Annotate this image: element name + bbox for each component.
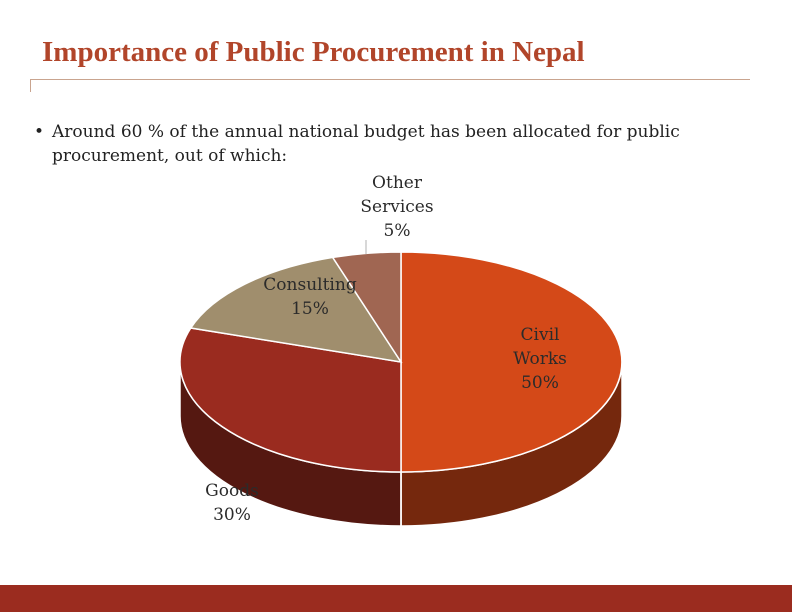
slice-civil-works [400, 251, 623, 473]
footer-bar [0, 585, 792, 612]
slide-title: Importance of Public Procurement in Nepa… [42, 36, 585, 68]
slice-consulting [189, 256, 403, 364]
data-label-civil-works: Civil Works 50% [513, 325, 567, 393]
title-rule-tick [30, 80, 31, 92]
bullet-point: • Around 60 % of the annual national budg… [34, 120, 734, 168]
value-label-civil-works: 50% [521, 373, 559, 393]
label-text-other-services: Services [360, 197, 433, 217]
data-label-other-services: Other Services 5% [360, 173, 433, 241]
bullet-marker: • [34, 122, 45, 142]
data-label-goods: Goods 30% [205, 481, 259, 525]
label-text-civil-works: Civil [521, 325, 560, 345]
label-text-other-services: Other [372, 173, 423, 193]
title-underline [30, 79, 750, 80]
slice-goods [179, 327, 402, 473]
value-label-goods: 30% [213, 505, 251, 525]
bullet-text-line-2: procurement, out of which: [52, 146, 288, 166]
label-text-civil-works: Works [513, 349, 567, 369]
data-label-consulting: Consulting 15% [263, 275, 357, 319]
value-label-consulting: 15% [291, 299, 329, 319]
label-text-goods: Goods [205, 481, 259, 501]
label-text-consulting: Consulting [263, 275, 357, 295]
value-label-other-services: 5% [384, 221, 411, 241]
bullet-text-line-1: Around 60 % of the annual national budge… [52, 122, 680, 142]
